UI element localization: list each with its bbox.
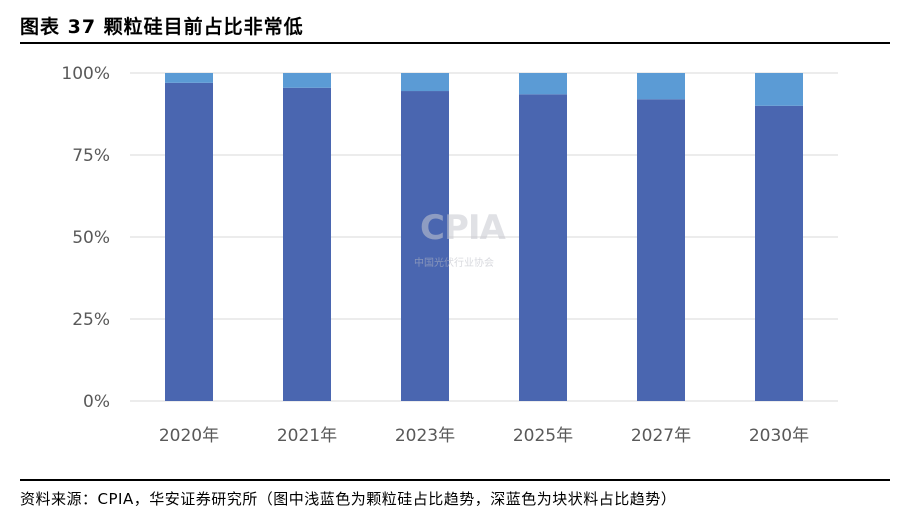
x-tick-label: 2025年	[513, 426, 573, 446]
bar-granular-segment	[519, 73, 567, 95]
bar-block-segment	[165, 82, 213, 401]
stacked-bar-chart: 0% 25% 50% 75% 100% 2020年 2021年 2023年 2025年 2027年…	[61, 64, 838, 446]
x-tick-label: 2027年	[631, 426, 691, 446]
x-tick-label: 2030年	[749, 426, 809, 446]
bar-block-segment	[519, 94, 567, 401]
y-tick-label: 50%	[72, 228, 110, 248]
source-note: 资料来源：CPIA，华安证券研究所（图中浅蓝色为颗粒硅占比趋势，深蓝色为块状料占…	[20, 490, 677, 508]
bar-granular-segment	[637, 73, 685, 100]
bar-block-segment	[755, 105, 803, 402]
y-tick-label: 0%	[83, 392, 110, 412]
y-tick-label: 75%	[72, 146, 110, 166]
bar-block-segment	[637, 99, 685, 402]
bar-block-segment	[283, 87, 331, 401]
bar-granular-segment	[283, 73, 331, 88]
footer-divider	[20, 479, 890, 481]
chart-area: 0% 25% 50% 75% 100% 2020年 2021年 2023年 2025年 2027年…	[0, 44, 898, 464]
y-tick-label: 25%	[72, 310, 110, 330]
figure-title: 图表 37 颗粒硅目前占比非常低	[20, 16, 304, 38]
x-tick-label: 2020年	[159, 426, 219, 446]
bar-granular-segment	[165, 73, 213, 83]
x-tick-label: 2021年	[277, 426, 337, 446]
y-tick-label: 100%	[61, 64, 110, 84]
x-tick-label: 2023年	[395, 426, 455, 446]
bar-granular-segment	[401, 73, 449, 92]
figure-header: 图表 37 颗粒硅目前占比非常低	[20, 12, 890, 44]
bar-granular-segment	[755, 73, 803, 106]
bar-block-segment	[401, 91, 449, 401]
